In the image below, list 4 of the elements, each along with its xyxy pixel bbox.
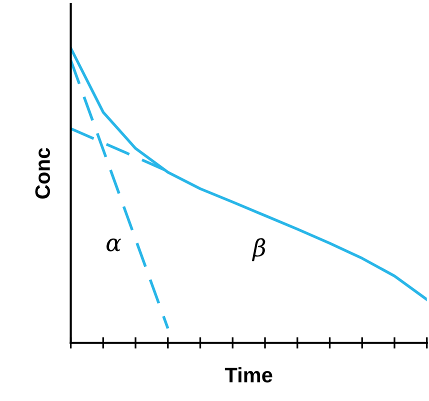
- x-axis-title: Time: [224, 367, 272, 382]
- y-axis-title: Conc: [35, 148, 50, 199]
- annotation: β: [252, 238, 266, 262]
- annotation: α: [106, 238, 122, 252]
